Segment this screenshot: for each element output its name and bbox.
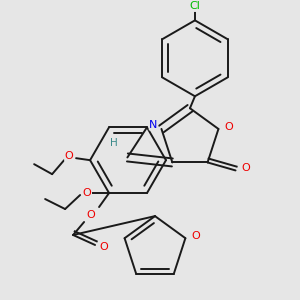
- Text: H: H: [110, 139, 117, 148]
- Text: O: O: [191, 231, 200, 241]
- Text: O: O: [100, 242, 108, 252]
- Text: O: O: [83, 188, 92, 198]
- Text: O: O: [87, 210, 95, 220]
- Text: Cl: Cl: [190, 2, 200, 11]
- Text: O: O: [65, 151, 74, 161]
- Text: O: O: [241, 164, 250, 173]
- Text: O: O: [224, 122, 233, 132]
- Text: N: N: [149, 120, 158, 130]
